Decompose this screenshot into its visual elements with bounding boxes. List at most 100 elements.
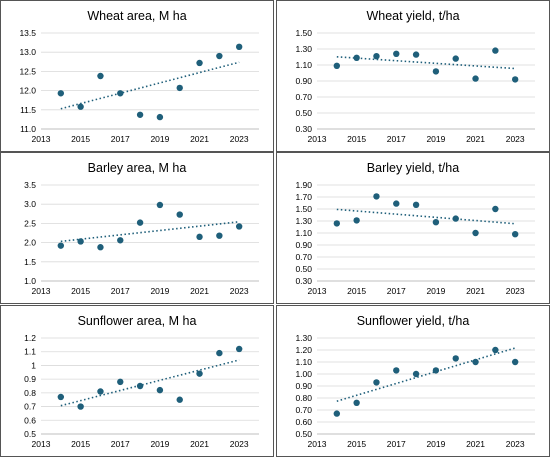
data-point xyxy=(216,349,223,357)
data-point xyxy=(472,358,479,366)
trendline xyxy=(336,208,516,225)
y-tick-label: 0.7 xyxy=(24,402,36,412)
data-point xyxy=(216,232,223,239)
x-tick-label: 2021 xyxy=(190,286,209,296)
y-tick-label: 1.30 xyxy=(295,44,312,54)
data-point xyxy=(393,50,400,57)
data-point xyxy=(452,55,459,62)
y-tick-label: 1.20 xyxy=(295,345,312,355)
chart-title: Wheat yield, t/ha xyxy=(366,9,459,23)
y-tick-label: 1.10 xyxy=(295,60,312,70)
x-tick-label: 2021 xyxy=(466,439,485,449)
data-point xyxy=(176,84,183,92)
y-tick-label: 11.0 xyxy=(20,124,36,134)
data-point xyxy=(77,103,84,110)
data-point xyxy=(57,242,65,249)
data-point xyxy=(216,52,223,60)
data-point xyxy=(373,53,380,60)
x-tick-label: 2015 xyxy=(71,286,90,296)
x-tick-label: 2023 xyxy=(230,439,249,449)
data-point xyxy=(333,62,341,69)
x-tick-label: 2017 xyxy=(387,286,406,296)
x-tick-label: 2023 xyxy=(506,439,525,449)
data-point xyxy=(432,219,440,226)
y-tick-label: 13.0 xyxy=(19,47,36,57)
y-tick-label: 0.90 xyxy=(295,240,312,250)
data-point xyxy=(492,205,499,213)
data-point xyxy=(353,399,360,406)
trendline xyxy=(60,359,240,407)
x-tick-label: 2013 xyxy=(308,134,327,144)
data-point xyxy=(412,370,420,378)
data-point xyxy=(97,244,104,251)
data-point xyxy=(136,382,144,390)
data-point xyxy=(235,43,243,51)
data-point xyxy=(353,54,360,61)
chart-panel-2: Wheat yield, t/ha 0.30 0.50 0.70 0.90 1.10 1.3… xyxy=(276,0,550,152)
y-tick-label: 0.6 xyxy=(24,415,36,425)
data-point xyxy=(393,367,400,374)
y-tick-label: 1.50 xyxy=(295,28,312,38)
y-tick-label: 13.5 xyxy=(19,28,36,38)
chart-panel-1: Wheat area, M ha 11.0 11.5 12.0 12.5 13.0 13.5… xyxy=(0,0,274,152)
chart-panel-5: Sunflower area, M ha 0.5 0.6 0.7 0.8 0.9 1 1.1 1… xyxy=(0,305,274,457)
data-point xyxy=(452,215,459,222)
y-tick-label: 1.10 xyxy=(295,357,312,367)
data-point xyxy=(235,223,243,230)
trendline xyxy=(60,61,240,110)
x-tick-label: 2015 xyxy=(347,286,366,296)
x-tick-label: 2023 xyxy=(506,134,525,144)
data-point xyxy=(412,51,420,58)
chart-panel-4: Barley yield, t/ha 0.30 0.50 0.70 0.90 1.10 1.… xyxy=(276,152,550,304)
data-point xyxy=(97,72,104,80)
y-tick-label: 0.70 xyxy=(295,405,312,415)
x-tick-label: 2017 xyxy=(387,439,406,449)
x-tick-label: 2013 xyxy=(32,439,51,449)
y-tick-label: 1.70 xyxy=(295,192,312,202)
y-tick-label: 0.90 xyxy=(295,381,312,391)
x-tick-label: 2019 xyxy=(150,134,169,144)
y-tick-label: 0.5 xyxy=(24,429,36,439)
data-point xyxy=(492,346,499,354)
data-point xyxy=(432,367,440,374)
x-tick-label: 2023 xyxy=(230,134,249,144)
data-point xyxy=(333,220,341,227)
data-point xyxy=(136,111,144,118)
y-tick-label: 0.30 xyxy=(295,124,312,134)
y-tick-label: 0.9 xyxy=(24,374,36,384)
data-point xyxy=(156,386,164,394)
x-tick-label: 2015 xyxy=(71,439,90,449)
y-tick-label: 0.70 xyxy=(295,92,312,102)
y-tick-label: 3.0 xyxy=(24,199,36,209)
y-tick-label: 11.5 xyxy=(20,105,36,115)
chart-svg: Wheat yield, t/ha 0.30 0.50 0.70 0.90 1.10 1.3… xyxy=(295,9,535,144)
y-tick-label: 1.10 xyxy=(295,228,312,238)
data-point xyxy=(196,233,203,241)
y-tick-label: 2.0 xyxy=(24,238,36,248)
x-tick-label: 2019 xyxy=(150,439,169,449)
data-point xyxy=(117,237,124,244)
x-tick-label: 2021 xyxy=(190,134,209,144)
x-tick-label: 2021 xyxy=(466,134,485,144)
y-tick-label: 1.90 xyxy=(295,180,312,190)
data-point xyxy=(176,211,183,218)
x-tick-label: 2023 xyxy=(506,286,525,296)
x-tick-label: 2017 xyxy=(111,134,130,144)
x-tick-label: 2019 xyxy=(426,286,445,296)
x-tick-label: 2013 xyxy=(32,286,51,296)
x-tick-label: 2017 xyxy=(387,134,406,144)
x-tick-label: 2019 xyxy=(150,286,169,296)
data-point xyxy=(472,229,479,237)
chart-svg: Sunflower area, M ha 0.5 0.6 0.7 0.8 0.9 1 1.1 1… xyxy=(24,314,259,449)
data-point xyxy=(196,59,203,67)
data-point xyxy=(373,379,380,386)
data-point xyxy=(156,113,164,121)
data-point xyxy=(412,201,420,208)
data-point xyxy=(432,68,440,75)
chart-panel-3: Barley area, M ha 1.0 1.5 2.0 2.5 3.0 3.5 2013 2… xyxy=(0,152,274,304)
chart-title: Barley yield, t/ha xyxy=(367,161,459,175)
data-point xyxy=(196,370,203,377)
trendline xyxy=(336,56,516,70)
y-tick-label: 1.00 xyxy=(295,369,312,379)
chart-title: Sunflower area, M ha xyxy=(78,314,197,328)
